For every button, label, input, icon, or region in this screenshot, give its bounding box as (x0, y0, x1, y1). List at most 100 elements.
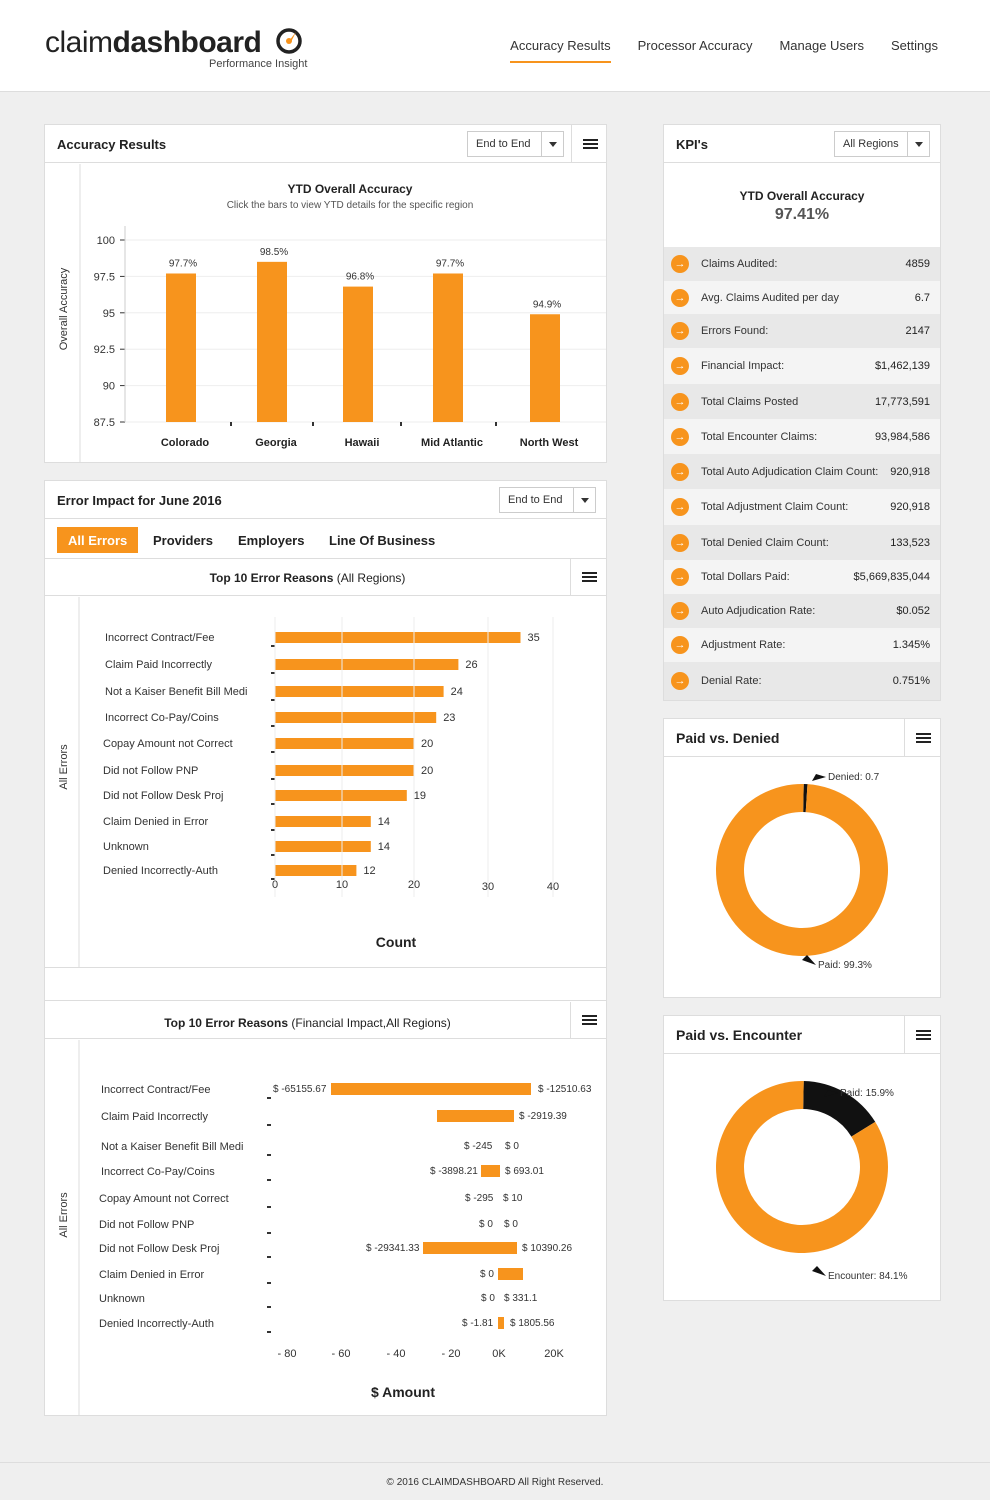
hamburger-menu-icon[interactable] (904, 1016, 940, 1054)
nav-accuracy-results[interactable]: Accuracy Results (510, 38, 611, 63)
slice-paid[interactable] (803, 1081, 876, 1137)
bar-georgia[interactable] (257, 261, 287, 422)
kpi-row[interactable]: → Total Adjustment Claim Count: 920,918 (664, 489, 940, 525)
kpi-row[interactable]: → Errors Found: 2147 (664, 314, 940, 348)
chevron-down-icon[interactable] (541, 132, 563, 156)
arrow-right-icon[interactable]: → (671, 288, 689, 307)
impact-bar[interactable] (423, 1242, 517, 1254)
impact-bar[interactable] (498, 1317, 504, 1329)
chevron-down-icon[interactable] (573, 488, 595, 512)
y-tick-label: 97.5 (94, 271, 115, 283)
bar-hawaii[interactable] (343, 286, 373, 422)
negative-value-label: $ -245 (464, 1141, 493, 1152)
region-select[interactable]: All Regions (834, 131, 930, 157)
arrow-right-icon[interactable]: → (671, 255, 689, 273)
category-label[interactable]: Georgia (255, 437, 297, 449)
impact-bar[interactable] (331, 1083, 531, 1095)
negative-value-label: $ -65155.67 (273, 1084, 327, 1095)
arrow-right-icon[interactable]: → (671, 322, 689, 340)
arrow-right-icon[interactable]: → (671, 672, 689, 690)
kpi-row[interactable]: → Total Encounter Claims: 93,984,586 (664, 419, 940, 454)
tab-providers[interactable]: Providers (153, 533, 213, 548)
error-count-bar[interactable] (275, 790, 407, 801)
x-tick-label: 10 (336, 879, 348, 891)
kpi-row[interactable]: → Avg. Claims Audited per day 6.7 (664, 281, 940, 314)
hamburger-menu-icon[interactable] (570, 1002, 606, 1039)
slice-denied[interactable] (803, 784, 808, 813)
kpi-row[interactable]: → Financial Impact: $1,462,139 (664, 348, 940, 384)
gauge-icon (276, 28, 302, 54)
impact-bar[interactable] (481, 1165, 500, 1177)
hamburger-menu-icon[interactable] (570, 559, 606, 596)
tab-employers[interactable]: Employers (238, 533, 305, 548)
bar-north-west[interactable] (530, 314, 560, 422)
impact-bar[interactable] (498, 1268, 523, 1280)
error-count-bar[interactable] (275, 659, 459, 670)
positive-value-label: $ 10390.26 (522, 1243, 572, 1254)
arrow-right-icon[interactable]: → (671, 427, 689, 446)
error-count-bar[interactable] (275, 738, 414, 749)
kpi-label: Total Claims Posted (701, 395, 799, 408)
slice-label: Paid: 15.9% (840, 1088, 894, 1099)
error-count-bar[interactable] (275, 841, 371, 852)
x-tick-label: 0 (272, 879, 278, 891)
kpi-row[interactable]: → Auto Adjudication Rate: $0.052 (664, 594, 940, 628)
scope-select[interactable]: End to End (499, 487, 596, 513)
scope-select[interactable]: End to End (467, 131, 564, 157)
kpi-row[interactable]: → Total Denied Claim Count: 133,523 (664, 525, 940, 560)
arrow-right-icon[interactable]: → (671, 636, 689, 654)
chevron-down-icon[interactable] (907, 132, 929, 156)
category-label[interactable]: Mid Atlantic (421, 437, 483, 449)
arrow-right-icon[interactable]: → (671, 498, 689, 516)
kpi-row[interactable]: → Adjustment Rate: 1.345% (664, 628, 940, 662)
arrow-right-icon[interactable]: → (671, 568, 689, 586)
hamburger-menu-icon[interactable] (571, 125, 607, 163)
nav-manage-users[interactable]: Manage Users (779, 38, 865, 53)
nav-processor-accuracy[interactable]: Processor Accuracy (637, 38, 753, 53)
chart1-title: Top 10 Error Reasons (209, 571, 334, 585)
card-title: Paid vs. Denied (676, 730, 780, 746)
error-count-bar[interactable] (275, 765, 414, 776)
kpi-row[interactable]: → Denial Rate: 0.751% (664, 662, 940, 700)
kpi-value: 133,523 (890, 536, 930, 549)
bar-colorado[interactable] (166, 273, 196, 422)
arrow-right-icon[interactable]: → (671, 533, 689, 552)
hamburger-menu-icon[interactable] (904, 719, 940, 757)
kpi-row[interactable]: → Total Auto Adjudication Claim Count: 920… (664, 454, 940, 489)
category-label[interactable]: North West (520, 437, 579, 449)
arrow-right-icon[interactable]: → (671, 392, 689, 411)
kpi-row[interactable]: → Total Dollars Paid: $5,669,835,044 (664, 560, 940, 594)
arrow-right-icon[interactable]: → (671, 357, 689, 375)
error-count-bar[interactable] (275, 816, 371, 827)
bar-mid-atlantic[interactable] (433, 273, 463, 422)
bar-value-label: 97.7% (436, 258, 464, 269)
error-count-bar[interactable] (275, 865, 357, 876)
category-label[interactable]: Hawaii (345, 437, 380, 449)
tab-line-of-business[interactable]: Line Of Business (329, 533, 436, 548)
nav-settings[interactable]: Settings (891, 38, 938, 53)
positive-value-label: $ 0 (504, 1219, 518, 1230)
impact-bar[interactable] (437, 1110, 514, 1122)
slice-encounter[interactable] (716, 1081, 888, 1253)
error-count-bar[interactable] (275, 712, 437, 723)
bar-value-label: 98.5% (260, 247, 288, 258)
category-label: Did not Follow Desk Proj (99, 1243, 219, 1255)
slice-paid[interactable] (715, 784, 888, 956)
bar-value-label: 97.7% (169, 258, 197, 269)
tab-all-errors[interactable]: All Errors (57, 527, 139, 553)
error-count-bar[interactable] (275, 686, 444, 697)
brand-logo[interactable]: claimdashboard Performance Insight (45, 24, 307, 70)
category-label: Unknown (99, 1293, 145, 1305)
card-title: Accuracy Results (57, 137, 167, 152)
arrow-right-icon[interactable]: → (671, 462, 689, 481)
kpi-label: Total Auto Adjudication Claim Count: (701, 465, 879, 478)
category-label: Incorrect Contract/Fee (105, 632, 214, 644)
category-label[interactable]: Colorado (161, 437, 210, 449)
kpi-row[interactable]: → Claims Audited: 4859 (664, 247, 940, 281)
y-axis-label: Overall Accuracy (58, 267, 70, 350)
error-count-bar[interactable] (275, 632, 521, 643)
arrow-right-icon[interactable]: → (671, 602, 689, 620)
bar-value-label: 96.8% (346, 272, 374, 283)
kpi-row[interactable]: → Total Claims Posted 17,773,591 (664, 384, 940, 419)
kpi-label: Avg. Claims Audited per day (701, 291, 839, 304)
